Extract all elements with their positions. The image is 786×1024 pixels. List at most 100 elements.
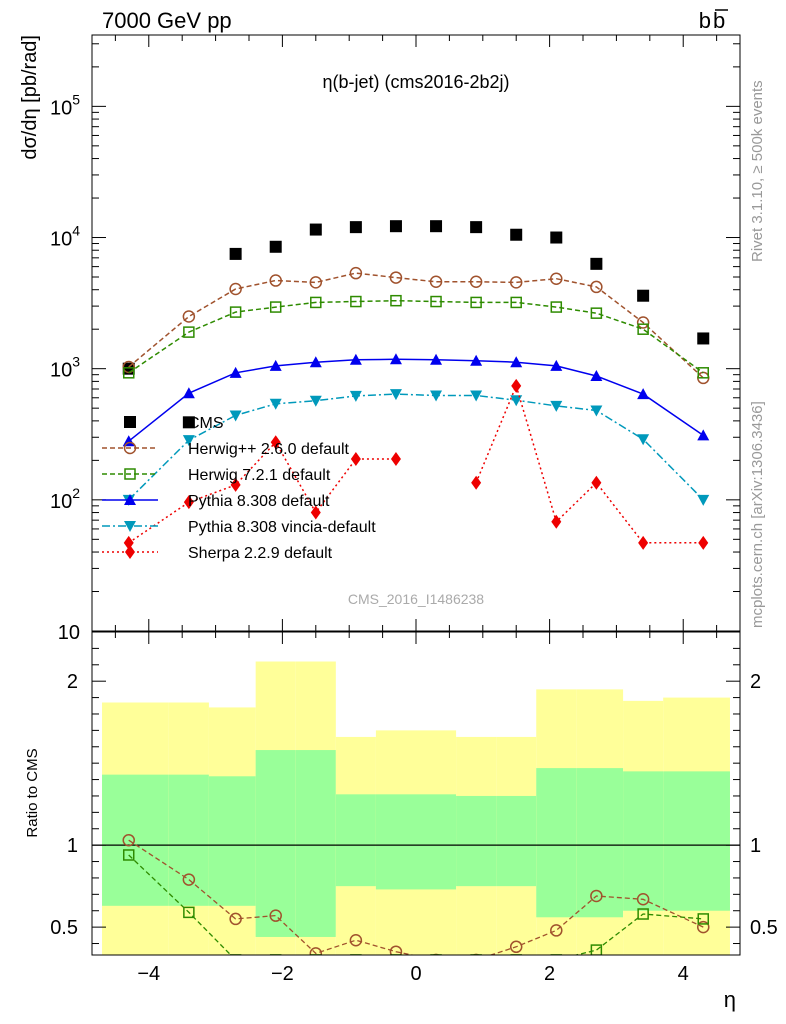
legend-marker (124, 494, 136, 505)
data-point (550, 301, 563, 313)
ratio-point (509, 940, 523, 954)
ratio-point (590, 944, 603, 955)
data-point (470, 390, 483, 402)
data-point (269, 301, 282, 313)
data-point (590, 405, 603, 417)
data-point (510, 395, 523, 407)
series-line (128, 299, 704, 374)
ratio-point (310, 954, 322, 955)
data-point (349, 221, 362, 234)
energy-label: 7000 GeV pp (102, 8, 232, 33)
data-point (430, 353, 443, 365)
ratio-frame (91, 631, 741, 956)
x-tick-label: −2 (271, 963, 294, 985)
ratio-point (309, 947, 323, 955)
legend: CMS Herwig++ 2.6.0 default Herwig 7.2.1 de… (102, 415, 376, 562)
uncertainty-band-green (576, 768, 624, 918)
data-point (430, 295, 442, 308)
data-point (470, 296, 482, 309)
ratio-point (349, 933, 363, 947)
data-point (182, 310, 196, 323)
mcplots-label: mcplots.cern.ch [arXiv:1306.3436] (749, 401, 766, 628)
data-point (551, 514, 562, 529)
ratio-point (122, 833, 135, 847)
legend-marker (124, 521, 136, 532)
data-point (636, 316, 650, 329)
data-point (471, 475, 482, 490)
data-point (590, 257, 603, 270)
x-tick-label: 0 (410, 963, 421, 985)
ratio-line (128, 839, 704, 955)
y-tick-label: 102 (50, 485, 80, 513)
series-line (128, 358, 704, 442)
ratio-point (389, 945, 403, 955)
data-point (269, 240, 282, 253)
uncertainty-band-green (102, 774, 169, 906)
ratio-point (697, 913, 710, 925)
data-point (269, 398, 282, 410)
data-point (229, 366, 242, 378)
ratio-line (128, 854, 704, 955)
data-point (269, 274, 282, 287)
ratio-panel: −4 −2 0 2 4 0.5 0.5 1 1 2 2 Ratio to CMS η (24, 631, 778, 1012)
uncertainty-band-green (416, 794, 457, 890)
legend-marker (123, 441, 137, 455)
data-point (389, 271, 403, 284)
data-point (350, 295, 362, 308)
legend-label: Herwig++ 2.6.0 default (188, 441, 350, 458)
data-point (509, 276, 523, 289)
data-point (310, 505, 321, 520)
series-line (128, 393, 704, 501)
ratio-y-tick-label: 1 (67, 835, 78, 857)
data-point (430, 220, 443, 233)
data-point (122, 435, 135, 447)
series-5 (123, 378, 709, 550)
ratio-y-tick-label-right: 1 (750, 835, 761, 857)
ratio-point (470, 954, 482, 955)
uncertainty-band-green (536, 768, 577, 918)
data-point (697, 429, 710, 441)
uncertainty-band-green (255, 750, 296, 937)
ratio-point (183, 906, 195, 919)
x-axis-label: η (724, 987, 736, 1012)
x-tick-label: 2 (544, 963, 555, 985)
data-point (511, 378, 522, 393)
data-point (550, 272, 563, 285)
ratio-point (590, 889, 603, 903)
legend-label: Pythia 8.308 default (188, 493, 330, 510)
uncertainty-band-green (456, 795, 497, 887)
data-point (590, 369, 603, 381)
data-point (229, 410, 242, 422)
ratio-point (350, 954, 362, 955)
series-1 (122, 266, 710, 385)
uncertainty-band-green (496, 795, 537, 887)
data-point (229, 282, 242, 296)
data-point (183, 326, 195, 338)
data-point (637, 289, 650, 302)
ratio-point (229, 912, 242, 926)
ratio-y-tick-label-right: 2 (750, 671, 761, 693)
data-point (550, 400, 563, 412)
data-point (269, 359, 282, 371)
series-4 (122, 389, 710, 506)
ratio-point (122, 849, 135, 861)
series-2 (122, 294, 710, 379)
main-title: η(b-jet) (cms2016-2b2j) (322, 72, 509, 92)
uncertainty-band-green (295, 750, 336, 937)
ratio-y-tick-label: 0.5 (50, 917, 78, 939)
data-point (637, 323, 649, 335)
data-point (510, 356, 523, 368)
legend-label: Pythia 8.308 vincia-default (188, 519, 376, 536)
y-tick-label: 104 (50, 223, 80, 251)
uncertainty-band-green (208, 776, 256, 906)
data-point (470, 354, 483, 366)
rivet-label: Rivet 3.1.10, ≥ 500k events (749, 80, 766, 262)
ratio-point (472, 953, 480, 955)
y-tick-label: 10 (58, 622, 80, 644)
data-point (429, 275, 443, 289)
series-0 (122, 220, 710, 429)
data-point (349, 266, 363, 280)
legend-label: Herwig 7.2.1 default (188, 467, 331, 484)
data-point (430, 390, 443, 402)
